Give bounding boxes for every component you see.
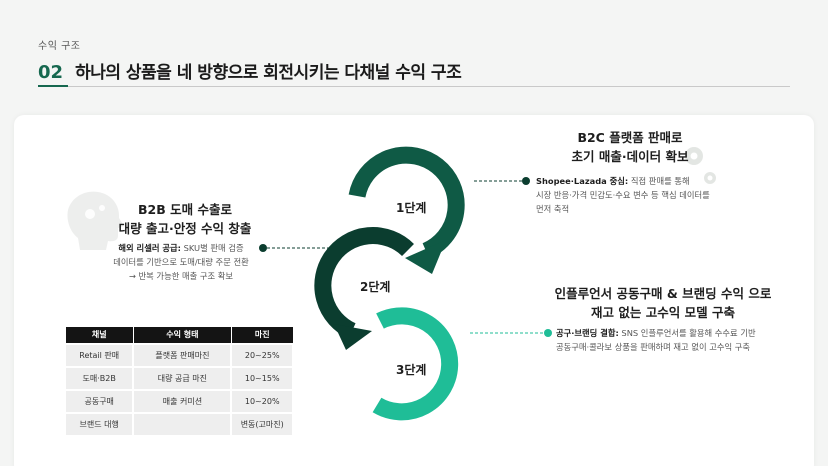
stage-1-label: 1단계	[396, 201, 427, 215]
influencer-description: 공구·브랜딩 결합: SNS 인플루언서를 활용해 수수료 기반 공동구매·콜라…	[556, 326, 796, 354]
influencer-block: 인플루언서 공동구매 & 브랜딩 수익 으로 재고 없는 고수익 모델 구축	[548, 284, 778, 322]
table-row: 공동구매 매출 커미션 10~20%	[63, 388, 294, 414]
b2c-desc-rest: 직접 판매를 통해	[628, 176, 690, 186]
b2b-title-line1: B2B 도매 수출로	[138, 202, 232, 217]
table-cell: Retail 판매	[63, 342, 135, 368]
head-gear-small-icon	[85, 205, 105, 219]
table-header-type: 수익 형태	[132, 326, 232, 344]
table-cell: 10~15%	[230, 365, 294, 391]
table-cell: 브랜드 대행	[63, 411, 135, 437]
b2c-connector-dot	[522, 177, 530, 185]
table-cell: 매출 커미션	[132, 388, 233, 414]
b2c-title-line1: B2C 플랫폼 판매로	[577, 130, 683, 145]
stage2-arrowhead	[334, 324, 372, 350]
b2b-connector-dot	[259, 244, 267, 252]
b2b-block: B2B 도매 수출로 대량 출고·안정 수익 창출	[100, 200, 270, 238]
b2c-title-line2: 초기 매출·데이터 확보	[571, 149, 689, 164]
table-header-channel: 채널	[64, 326, 134, 344]
b2b-description: 해외 리셀러 공급: SKU별 판매 검증 데이터를 기반으로 도매/대량 주문…	[96, 241, 266, 283]
table-cell: 변동(고마진)	[230, 411, 294, 437]
header-divider	[38, 86, 790, 87]
b2b-desc-line2: 데이터를 기반으로 도매/대량 주문 전환	[113, 257, 249, 267]
influencer-title-line1: 인플루언서 공동구매 & 브랜딩 수익 으로	[554, 286, 772, 301]
head-gears-icon	[67, 191, 124, 250]
table-cell: 대량 공급 마진	[132, 365, 233, 391]
table-cell: 플랫폼 판매마진	[132, 342, 233, 368]
table-cell: 10~20%	[230, 388, 294, 414]
b2c-desc-line2: 시장 반응·가격 민감도·수요 변수 등 핵심 데이터를	[536, 190, 710, 200]
stage3-arc	[372, 307, 459, 421]
influencer-title-line2: 재고 없는 고수익 모델 구축	[591, 305, 735, 320]
section-number: 02	[38, 62, 64, 83]
b2b-desc-bold: 해외 리셀러 공급:	[118, 243, 181, 253]
influencer-desc-line2: 공동구매·콜라보 상품을 판매하며 재고 없이 고수익 구축	[556, 342, 751, 352]
table-row: Retail 판매 플랫폼 판매마진 20~25%	[63, 342, 294, 368]
table-row: 브랜드 대행 변동(고마진)	[63, 411, 294, 437]
b2b-title-line2: 대량 출고·안정 수익 창출	[118, 221, 252, 236]
table-cell: 도매·B2B	[63, 365, 135, 391]
table-cell: 공동구매	[63, 388, 135, 414]
header-accent-bar	[38, 85, 68, 87]
stage-2-label: 2단계	[360, 280, 391, 294]
b2c-desc-bold: Shopee·Lazada 중심:	[536, 176, 629, 186]
b2b-desc-line3: → 반복 가능한 매출 구조 확보	[128, 271, 234, 281]
b2c-block: B2C 플랫폼 판매로 초기 매출·데이터 확보	[540, 128, 720, 166]
influencer-connector-dot	[544, 329, 552, 337]
table-header-margin: 마진	[230, 326, 294, 344]
b2c-description: Shopee·Lazada 중심: 직접 판매를 통해 시장 반응·가격 민감도…	[536, 174, 736, 216]
table-cell	[132, 411, 233, 437]
page-title: 하나의 상품을 네 방향으로 회전시키는 다채널 수익 구조	[75, 63, 462, 83]
influencer-desc-bold: 공구·브랜딩 결합:	[556, 328, 619, 338]
table-header-row: 채널 수익 형태 마진	[64, 326, 294, 344]
stage2-arc	[314, 227, 414, 339]
section-label: 수익 구조	[38, 41, 81, 52]
influencer-desc-rest: SNS 인플루언서를 활용해 수수료 기반	[618, 328, 756, 338]
stage1-arc	[348, 146, 465, 259]
stage1-arrowhead	[405, 240, 446, 274]
table-cell: 20~25%	[230, 342, 294, 368]
b2b-desc-rest: SKU별 판매 검증	[180, 243, 244, 253]
stage-3-label: 3단계	[396, 363, 427, 377]
revenue-table: 채널 수익 형태 마진 Retail 판매 플랫폼 판매마진 20~25% 도매…	[63, 326, 294, 437]
b2c-desc-line3: 먼저 축적	[536, 204, 570, 214]
table-row: 도매·B2B 대량 공급 마진 10~15%	[63, 365, 294, 391]
page-header: 02 하나의 상품을 네 방향으로 회전시키는 다채널 수익 구조	[38, 58, 462, 83]
